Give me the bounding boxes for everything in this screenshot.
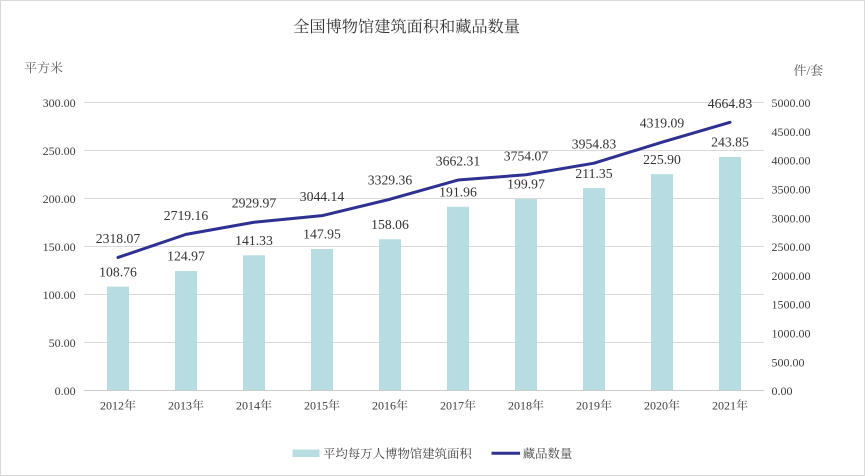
- svg-text:225.90: 225.90: [643, 152, 681, 167]
- svg-text:4000.00: 4000.00: [772, 154, 811, 168]
- svg-text:147.95: 147.95: [303, 227, 341, 242]
- svg-text:124.97: 124.97: [167, 249, 205, 264]
- svg-text:243.85: 243.85: [711, 135, 749, 150]
- svg-text:3754.07: 3754.07: [504, 148, 549, 163]
- svg-text:3500.00: 3500.00: [772, 183, 811, 197]
- svg-text:1500.00: 1500.00: [772, 298, 811, 312]
- svg-text:0.00: 0.00: [55, 384, 76, 398]
- svg-text:141.33: 141.33: [235, 233, 273, 248]
- svg-text:2016: 2016: [372, 399, 396, 413]
- svg-text:2013: 2013: [168, 399, 192, 413]
- svg-text:2019: 2019: [576, 399, 600, 413]
- svg-text:2018: 2018: [508, 399, 532, 413]
- svg-text:2017: 2017: [440, 399, 464, 413]
- svg-text:4319.09: 4319.09: [640, 116, 685, 131]
- svg-text:108.76: 108.76: [99, 264, 137, 279]
- svg-text:2500.00: 2500.00: [772, 240, 811, 254]
- svg-text:2020: 2020: [644, 399, 668, 413]
- svg-text:50.00: 50.00: [49, 336, 76, 350]
- svg-text:2929.97: 2929.97: [232, 196, 277, 211]
- svg-text:3662.31: 3662.31: [436, 154, 481, 169]
- svg-text:2014: 2014: [236, 399, 260, 413]
- svg-text:/: /: [807, 63, 811, 78]
- svg-text:200.00: 200.00: [43, 192, 76, 206]
- svg-text:211.35: 211.35: [575, 166, 612, 181]
- svg-text:3329.36: 3329.36: [368, 173, 413, 188]
- svg-text:2021: 2021: [712, 399, 736, 413]
- svg-text:4500.00: 4500.00: [772, 125, 811, 139]
- svg-text:191.96: 191.96: [439, 184, 477, 199]
- svg-text:2012: 2012: [100, 399, 124, 413]
- svg-text:250.00: 250.00: [43, 144, 76, 158]
- svg-text:4664.83: 4664.83: [708, 96, 753, 111]
- svg-text:100.00: 100.00: [43, 288, 76, 302]
- svg-text:2719.16: 2719.16: [164, 208, 209, 223]
- svg-text:3044.14: 3044.14: [300, 189, 345, 204]
- svg-text:150.00: 150.00: [43, 240, 76, 254]
- svg-text:3000.00: 3000.00: [772, 211, 811, 225]
- svg-text:0.00: 0.00: [772, 384, 793, 398]
- svg-text:500.00: 500.00: [772, 355, 805, 369]
- svg-text:1000.00: 1000.00: [772, 327, 811, 341]
- svg-text:5000.00: 5000.00: [772, 96, 811, 110]
- svg-text:3954.83: 3954.83: [572, 137, 617, 152]
- svg-text:2015: 2015: [304, 399, 328, 413]
- svg-text:158.06: 158.06: [371, 217, 409, 232]
- svg-text:199.97: 199.97: [507, 177, 545, 192]
- svg-text:2318.07: 2318.07: [96, 231, 141, 246]
- svg-text:300.00: 300.00: [43, 96, 76, 110]
- svg-text:2000.00: 2000.00: [772, 269, 811, 283]
